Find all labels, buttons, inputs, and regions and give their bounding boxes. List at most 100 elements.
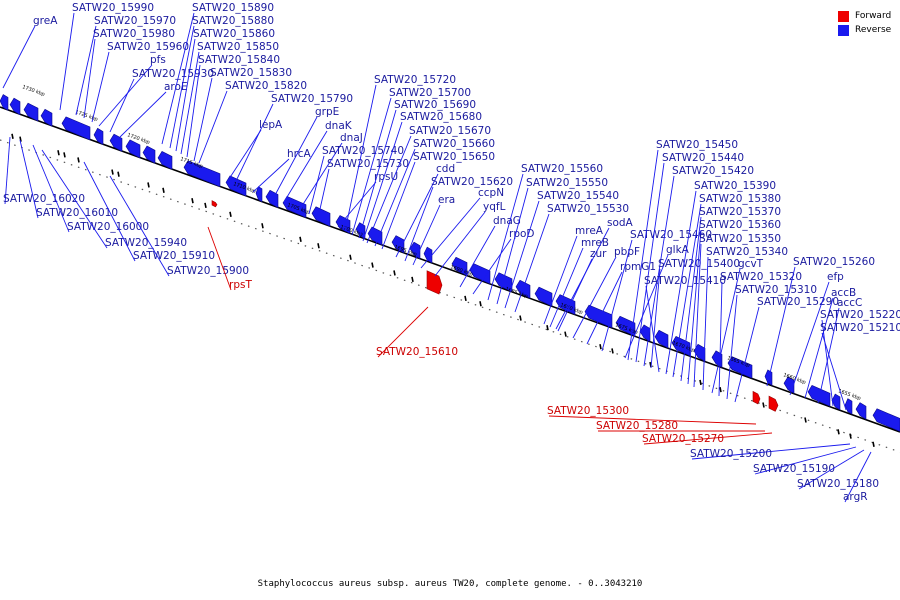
reverse-gene-label-satw20-15970[interactable]: SATW20_15970 <box>94 15 176 27</box>
reverse-gene-label-mreb[interactable]: mreB <box>581 237 609 249</box>
reverse-gene-label-satw20-15890[interactable]: SATW20_15890 <box>192 2 274 14</box>
reverse-gene-label-satw20-15840[interactable]: SATW20_15840 <box>198 54 280 66</box>
reverse-gene-label-pbpf[interactable]: pbpF <box>614 246 640 258</box>
reverse-feature-17[interactable] <box>355 222 366 240</box>
reverse-gene-label-satw20-15360[interactable]: SATW20_15360 <box>699 219 781 231</box>
reverse-feature-27[interactable] <box>555 294 576 315</box>
reverse-gene-label-satw20-15900[interactable]: SATW20_15900 <box>167 265 249 277</box>
reverse-feature-41[interactable] <box>855 402 867 420</box>
reverse-gene-label-satw20-15440[interactable]: SATW20_15440 <box>662 152 744 164</box>
reverse-feature-28[interactable] <box>584 304 613 329</box>
forward-gene-label-rpst[interactable]: rpsT <box>229 279 252 291</box>
reverse-gene-label-gcvt[interactable]: gcvT <box>738 258 764 270</box>
reverse-gene-label-ccpn[interactable]: ccpN <box>478 187 504 199</box>
reverse-gene-label-soda[interactable]: sodA <box>607 217 634 229</box>
reverse-feature-1[interactable] <box>9 97 21 116</box>
reverse-feature-2[interactable] <box>23 102 39 122</box>
reverse-gene-label-satw20-16020[interactable]: SATW20_16020 <box>3 193 85 205</box>
reverse-gene-label-accc[interactable]: accC <box>837 297 862 309</box>
reverse-gene-label-satw20-15690[interactable]: SATW20_15690 <box>394 99 476 111</box>
reverse-gene-label-dnag[interactable]: dnaG <box>493 215 521 227</box>
reverse-gene-label-satw20-15190[interactable]: SATW20_15190 <box>753 463 835 475</box>
reverse-gene-label-satw20-15700[interactable]: SATW20_15700 <box>389 87 471 99</box>
reverse-feature-0[interactable] <box>0 94 9 111</box>
reverse-gene-label-grpe[interactable]: grpE <box>315 106 339 118</box>
reverse-gene-label-satw20-15290[interactable]: SATW20_15290 <box>757 296 839 308</box>
reverse-gene-label-grea[interactable]: greA <box>33 15 58 27</box>
forward-feature-2[interactable] <box>752 390 761 405</box>
reverse-gene-label-satw20-15390[interactable]: SATW20_15390 <box>694 180 776 192</box>
reverse-gene-label-lepa[interactable]: lepA <box>259 119 283 131</box>
reverse-feature-30[interactable] <box>639 324 651 343</box>
reverse-feature-26[interactable] <box>534 286 553 307</box>
reverse-gene-label-satw20-15400[interactable]: SATW20_15400 <box>658 258 740 270</box>
reverse-gene-label-satw20-15350[interactable]: SATW20_15350 <box>699 233 781 245</box>
reverse-gene-label-satw20-15930[interactable]: SATW20_15930 <box>132 68 214 80</box>
reverse-gene-label-efp[interactable]: efp <box>827 271 844 283</box>
reverse-gene-label-dnak[interactable]: dnaK <box>325 120 353 132</box>
reverse-gene-label-yqfl[interactable]: yqfL <box>483 201 506 213</box>
reverse-gene-label-satw20-15550[interactable]: SATW20_15550 <box>526 177 608 189</box>
reverse-gene-label-cdd[interactable]: cdd <box>436 163 455 175</box>
reverse-gene-label-satw20-15450[interactable]: SATW20_15450 <box>656 139 738 151</box>
reverse-feature-22[interactable] <box>451 256 468 277</box>
reverse-gene-label-satw20-16010[interactable]: SATW20_16010 <box>36 207 118 219</box>
reverse-gene-label-satw20-15720[interactable]: SATW20_15720 <box>374 74 456 86</box>
reverse-gene-label-satw20-15860[interactable]: SATW20_15860 <box>193 28 275 40</box>
reverse-gene-label-dnaj[interactable]: dnaJ <box>340 132 363 144</box>
reverse-gene-label-rpsu[interactable]: rpsU <box>374 171 398 183</box>
reverse-gene-label-satw20-15680[interactable]: SATW20_15680 <box>400 111 482 123</box>
reverse-feature-31[interactable] <box>654 329 669 349</box>
reverse-gene-label-glka[interactable]: glkA <box>666 244 690 256</box>
reverse-gene-label-hrca[interactable]: hrcA <box>287 148 312 160</box>
reverse-gene-label-satw20-15940[interactable]: SATW20_15940 <box>105 237 187 249</box>
reverse-gene-label-satw20-15620[interactable]: SATW20_15620 <box>431 176 513 188</box>
reverse-gene-label-satw20-15200[interactable]: SATW20_15200 <box>690 448 772 460</box>
reverse-feature-42[interactable] <box>872 408 900 432</box>
reverse-gene-label-satw20-15650[interactable]: SATW20_15650 <box>413 151 495 163</box>
reverse-gene-label-argr[interactable]: argR <box>843 491 868 503</box>
reverse-feature-15[interactable] <box>311 206 331 227</box>
reverse-feature-29[interactable] <box>615 315 636 337</box>
reverse-gene-label-satw20-15220[interactable]: SATW20_15220 <box>820 309 900 321</box>
reverse-feature-4[interactable] <box>61 116 91 141</box>
reverse-gene-label-satw20-15910[interactable]: SATW20_15910 <box>133 250 215 262</box>
reverse-feature-10[interactable] <box>183 160 221 188</box>
reverse-feature-39[interactable] <box>831 393 841 411</box>
reverse-gene-label-pfs[interactable]: pfs <box>150 54 166 66</box>
reverse-gene-label-satw20-15370[interactable]: SATW20_15370 <box>699 206 781 218</box>
reverse-gene-label-satw20-15670[interactable]: SATW20_15670 <box>409 125 491 137</box>
forward-feature-0[interactable] <box>211 200 218 208</box>
reverse-gene-label-satw20-15820[interactable]: SATW20_15820 <box>225 80 307 92</box>
reverse-gene-label-rpod[interactable]: rpoD <box>509 228 535 240</box>
reverse-gene-label-satw20-15790[interactable]: SATW20_15790 <box>271 93 353 105</box>
reverse-feature-5[interactable] <box>93 127 104 146</box>
reverse-gene-label-satw20-15460[interactable]: SATW20_15460 <box>630 229 712 241</box>
reverse-gene-label-satw20-15730[interactable]: SATW20_15730 <box>327 158 409 170</box>
forward-feature-1[interactable] <box>426 270 443 295</box>
reverse-gene-label-satw20-15830[interactable]: SATW20_15830 <box>210 67 292 79</box>
reverse-gene-label-satw20-15320[interactable]: SATW20_15320 <box>720 271 802 283</box>
reverse-gene-label-satw20-15310[interactable]: SATW20_15310 <box>735 284 817 296</box>
reverse-feature-33[interactable] <box>693 343 706 362</box>
reverse-gene-label-satw20-15340[interactable]: SATW20_15340 <box>706 246 788 258</box>
reverse-gene-label-satw20-15540[interactable]: SATW20_15540 <box>537 190 619 202</box>
reverse-gene-label-satw20-15560[interactable]: SATW20_15560 <box>521 163 603 175</box>
reverse-gene-label-satw20-15530[interactable]: SATW20_15530 <box>547 203 629 215</box>
reverse-feature-8[interactable] <box>142 145 156 164</box>
forward-gene-label-satw20-15610[interactable]: SATW20_15610 <box>376 346 458 358</box>
reverse-feature-11[interactable] <box>225 175 247 197</box>
reverse-feature-23[interactable] <box>469 263 491 285</box>
reverse-feature-9[interactable] <box>157 150 173 170</box>
reverse-gene-label-satw20-15410[interactable]: SATW20_15410 <box>644 275 726 287</box>
reverse-gene-label-satw20-15960[interactable]: SATW20_15960 <box>107 41 189 53</box>
forward-gene-label-satw20-15280[interactable]: SATW20_15280 <box>596 420 678 432</box>
reverse-feature-21[interactable] <box>423 246 433 264</box>
forward-gene-label-satw20-15270[interactable]: SATW20_15270 <box>642 433 724 445</box>
forward-feature-3[interactable] <box>768 395 779 412</box>
reverse-feature-7[interactable] <box>125 139 141 159</box>
reverse-gene-label-satw20-15980[interactable]: SATW20_15980 <box>93 28 175 40</box>
reverse-gene-label-accb[interactable]: accB <box>831 287 856 299</box>
reverse-feature-3[interactable] <box>40 108 53 127</box>
reverse-gene-label-zur[interactable]: zur <box>590 248 607 260</box>
